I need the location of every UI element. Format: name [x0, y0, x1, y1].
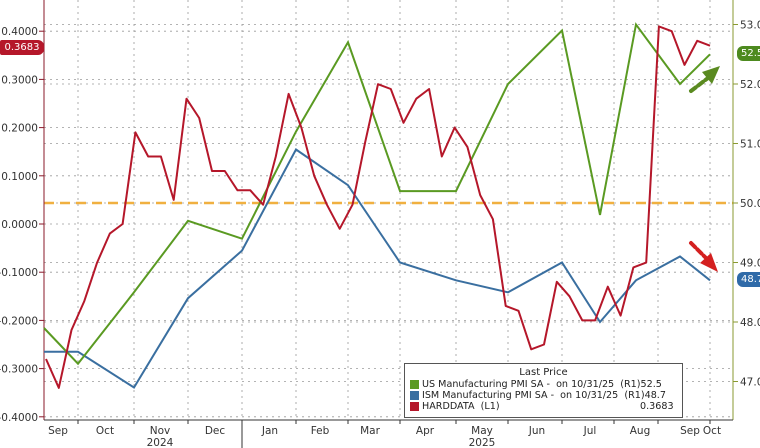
series-harddata [45, 25, 711, 389]
svg-text:Mar: Mar [360, 425, 380, 437]
legend-label: US Manufacturing PMI SA - on 10/31/25 (R… [422, 379, 641, 390]
svg-text:0.2000: 0.2000 [1, 123, 38, 135]
svg-text:Jul: Jul [583, 425, 597, 437]
legend: Last Price US Manufacturing PMI SA - on … [404, 363, 683, 418]
ism-pmi-swatch-icon [410, 391, 419, 400]
us-pmi-swatch-icon [410, 380, 419, 389]
series-ism-manufacturing-pmi [44, 148, 711, 389]
svg-text:51.0: 51.0 [740, 139, 760, 151]
ism-pmi-last-value-badge: 48.7 [737, 272, 760, 287]
legend-row-ism-pmi: ISM Manufacturing PMI SA - on 10/31/25 (… [405, 390, 682, 401]
green-up-arrow-icon [689, 66, 720, 93]
svg-text:Apr: Apr [416, 425, 435, 437]
series-us-manufacturing-pmi [43, 22, 711, 366]
legend-value: 0.3683 [640, 401, 674, 412]
x-axis-ticks: Sep Oct Nov Dec Jan Feb Mar Apr May Jun Jul Aug Sep O… [48, 420, 721, 448]
svg-text:50.0: 50.0 [740, 198, 760, 210]
svg-text:-0.3000: -0.3000 [0, 364, 38, 376]
svg-text:Sep: Sep [680, 425, 700, 437]
legend-value: 48.7 [644, 390, 666, 401]
svg-text:Aug: Aug [630, 425, 651, 437]
svg-text:2024: 2024 [147, 437, 174, 448]
harddata-swatch-icon [410, 402, 419, 411]
svg-text:0.4000: 0.4000 [1, 26, 38, 38]
svg-text:0.0000: 0.0000 [1, 219, 38, 231]
legend-title: Last Price [519, 367, 568, 378]
svg-text:Jan: Jan [261, 425, 278, 437]
legend-row-us-pmi: US Manufacturing PMI SA - on 10/31/25 (R… [405, 379, 682, 390]
legend-label: HARDDATA (L1) [422, 401, 500, 412]
legend-row-harddata: HARDDATA (L1) 0.3683 [405, 401, 682, 412]
svg-text:Sep: Sep [48, 425, 68, 437]
left-axis-ticks: 0.4000 0.3000 0.2000 0.1000 0.0000 -0.1000 -0.… [0, 26, 44, 424]
svg-text:-0.2000: -0.2000 [0, 315, 38, 327]
svg-text:Oct: Oct [96, 425, 114, 437]
svg-text:Oct: Oct [703, 425, 721, 437]
us-pmi-last-value-badge: 52.5 [737, 46, 760, 61]
legend-label: ISM Manufacturing PMI SA - on 10/31/25 (… [422, 390, 645, 401]
svg-text:0.1000: 0.1000 [1, 171, 38, 183]
svg-text:47.0: 47.0 [740, 377, 760, 389]
red-down-arrow-icon [689, 241, 718, 272]
svg-text:Feb: Feb [311, 425, 330, 437]
legend-value: 52.5 [640, 379, 662, 390]
svg-text:-0.4000: -0.4000 [0, 412, 38, 424]
svg-text:53.0: 53.0 [740, 20, 760, 32]
svg-text:2025: 2025 [469, 437, 496, 448]
harddata-last-value-badge: 0.3683 [0, 40, 44, 55]
svg-text:49.0: 49.0 [740, 258, 760, 270]
svg-text:48.0: 48.0 [740, 317, 760, 329]
svg-text:Dec: Dec [205, 425, 226, 437]
svg-text:-0.1000: -0.1000 [0, 267, 38, 279]
svg-text:Nov: Nov [150, 425, 171, 437]
svg-text:52.0: 52.0 [740, 79, 760, 91]
svg-text:Jun: Jun [528, 425, 545, 437]
svg-text:0.3000: 0.3000 [1, 74, 38, 86]
right-axis-ticks: 53.0 52.0 51.0 50.0 49.0 48.0 47.0 [733, 20, 760, 389]
svg-text:May: May [471, 425, 493, 437]
